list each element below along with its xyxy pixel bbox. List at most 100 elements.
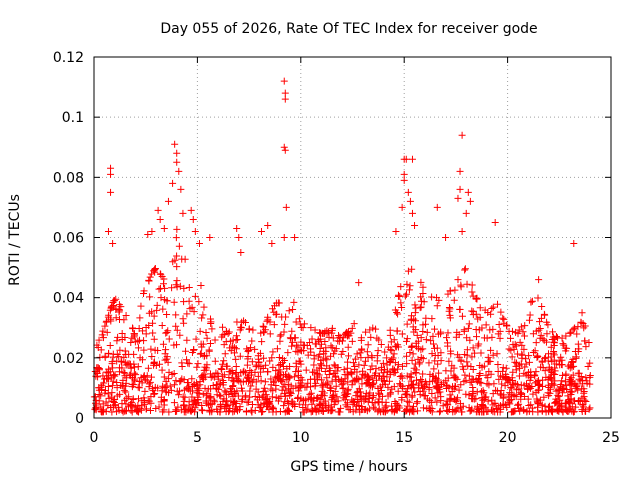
roti-point (419, 355, 427, 363)
roti-point (524, 395, 532, 403)
roti-point (221, 405, 229, 413)
roti-point (275, 361, 283, 369)
roti-point (105, 349, 113, 357)
roti-point (155, 403, 163, 411)
roti-point (398, 330, 406, 338)
roti-point (556, 383, 564, 391)
roti-point (198, 402, 206, 410)
roti-point (586, 359, 594, 367)
roti-point (423, 328, 431, 336)
roti-point (519, 328, 527, 336)
roti-point (419, 283, 427, 291)
roti-point (253, 361, 261, 369)
roti-point (219, 360, 227, 368)
roti-point (157, 294, 165, 302)
roti-point (281, 398, 289, 406)
roti-point (294, 372, 302, 380)
roti-point (131, 363, 139, 371)
roti-point (117, 357, 125, 365)
roti-point (210, 396, 218, 404)
roti-point (287, 335, 295, 343)
roti-point (387, 338, 395, 346)
roti-point (538, 407, 546, 415)
roti-point (126, 371, 134, 379)
roti-point (488, 396, 496, 404)
roti-point (413, 331, 421, 339)
roti-point (131, 377, 139, 385)
roti-point (458, 408, 466, 416)
roti-point (307, 324, 315, 332)
roti-point (434, 351, 442, 359)
roti-point (113, 384, 121, 392)
roti-point (386, 357, 394, 365)
roti-point (270, 377, 278, 385)
roti-point (185, 383, 193, 391)
roti-point (454, 194, 462, 202)
roti-point (327, 342, 335, 350)
roti-point (419, 345, 427, 353)
roti-point (135, 384, 143, 392)
roti-point (416, 304, 424, 312)
roti-point (468, 378, 476, 386)
roti-point (254, 388, 262, 396)
roti-point (326, 387, 334, 395)
roti-point (481, 306, 489, 314)
roti-point (485, 381, 493, 389)
roti-point (532, 368, 540, 376)
roti-point (114, 333, 122, 341)
roti-point (444, 342, 452, 350)
roti-point (561, 403, 569, 411)
roti-point (581, 337, 589, 345)
roti-point (507, 334, 515, 342)
roti-point (437, 328, 445, 336)
roti-point (101, 352, 109, 360)
roti-point (489, 351, 497, 359)
roti-point (507, 346, 515, 354)
roti-point (293, 341, 301, 349)
roti-point (482, 371, 490, 379)
roti-point (469, 384, 477, 392)
roti-point (557, 353, 565, 361)
roti-point (162, 329, 170, 337)
roti-point (172, 406, 180, 414)
roti-point (217, 403, 225, 411)
roti-point (463, 280, 471, 288)
roti-point (279, 362, 287, 370)
roti-point (180, 408, 188, 416)
roti-point (476, 304, 484, 312)
roti-point (584, 362, 592, 370)
roti-point (334, 364, 342, 372)
roti-point (555, 392, 563, 400)
roti-point (544, 357, 552, 365)
roti-point (91, 393, 99, 401)
roti-point (142, 330, 150, 338)
roti-point (479, 396, 487, 404)
roti-point (270, 321, 278, 329)
roti-point (260, 328, 268, 336)
roti-point (252, 363, 260, 371)
roti-point (156, 215, 164, 223)
roti-point (191, 292, 199, 300)
roti-point (290, 298, 298, 306)
roti-point (397, 381, 405, 389)
roti-point (306, 383, 314, 391)
roti-point (554, 387, 562, 395)
roti-point (541, 367, 549, 375)
roti-point (392, 399, 400, 407)
roti-point (121, 396, 129, 404)
roti-point (483, 380, 491, 388)
roti-point (403, 290, 411, 298)
roti-point (547, 374, 555, 382)
roti-point (499, 364, 507, 372)
roti-point (115, 308, 123, 316)
roti-point (281, 89, 289, 97)
roti-point (550, 338, 558, 346)
roti-point (413, 399, 421, 407)
roti-point (288, 327, 296, 335)
roti-point (517, 395, 525, 403)
roti-point (315, 400, 323, 408)
roti-point (443, 382, 451, 390)
roti-point (193, 379, 201, 387)
roti-point (477, 379, 485, 387)
roti-point (394, 310, 402, 318)
